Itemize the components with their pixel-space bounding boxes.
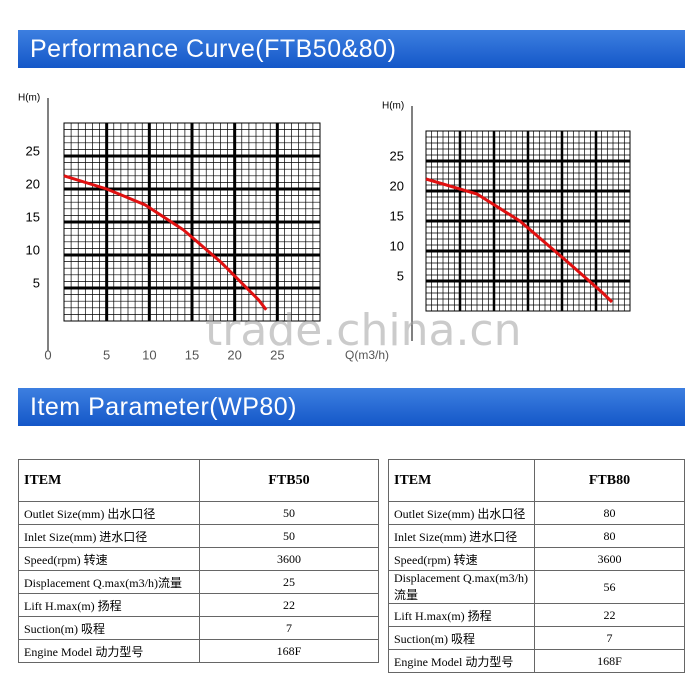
table-cell: 80 [534, 501, 685, 525]
table-cell: 168F [199, 639, 379, 663]
table-cell: Engine Model 动力型号 [18, 639, 200, 663]
table-cell: Outlet Size(mm) 出水口径 [388, 501, 535, 525]
table-cell: 56 [534, 570, 685, 604]
table-row: Engine Model 动力型号 168F [388, 649, 685, 673]
table-cell: 3600 [199, 547, 379, 571]
table-row: Displacement Q.max(m3/h)流量 56 [388, 570, 685, 604]
table-row: Inlet Size(mm) 进水口径 80 [388, 524, 685, 548]
x-tick-label: 10 [142, 347, 156, 362]
charts: H(m) 5 10 15 20 25 0 5 10 15 20 25 Q(m3/h) H(m) 5 10 15 2… [18, 93, 631, 362]
table-cell: Speed(rpm) 转速 [18, 547, 200, 571]
table-cell: 168F [534, 649, 685, 673]
x-tick-label: 0 [44, 347, 51, 362]
y-tick-label: 20 [26, 176, 40, 191]
table-cell: 22 [199, 593, 379, 617]
table-row: Suction(m) 吸程 7 [388, 626, 685, 650]
table-cell: Suction(m) 吸程 [18, 616, 200, 640]
y-tick-label: 5 [33, 275, 40, 290]
x-tick-label: 5 [103, 347, 110, 362]
table-cell: 50 [199, 524, 379, 548]
table-cell: FTB50 [199, 459, 379, 502]
watermark: trade.china.cn [205, 305, 522, 356]
y-tick-label: 10 [390, 238, 404, 253]
table-cell: 80 [534, 524, 685, 548]
table-row: Suction(m) 吸程 7 [18, 616, 379, 640]
table-cell: ITEM [18, 459, 200, 502]
table-cell: Outlet Size(mm) 出水口径 [18, 501, 200, 525]
table-row: Engine Model 动力型号 168F [18, 639, 379, 663]
table-cell: 22 [534, 603, 685, 627]
table-row: Lift H.max(m) 扬程 22 [388, 603, 685, 627]
table-cell: Engine Model 动力型号 [388, 649, 535, 673]
table-cell: FTB80 [534, 459, 685, 502]
y-tick-label: 5 [397, 268, 404, 283]
table-row: ITEM FTB80 [388, 459, 685, 502]
y-tick-label: 20 [390, 178, 404, 193]
x-tick-label: 15 [185, 347, 199, 362]
table-cell: Suction(m) 吸程 [388, 626, 535, 650]
table-cell: Lift H.max(m) 扬程 [18, 593, 200, 617]
y-tick-label: 10 [26, 242, 40, 257]
table-cell: 50 [199, 501, 379, 525]
table-row: Displacement Q.max(m3/h)流量 25 [18, 570, 379, 594]
y-tick-label: 25 [390, 148, 404, 163]
table-cell: 7 [534, 626, 685, 650]
table-cell: Inlet Size(mm) 进水口径 [18, 524, 200, 548]
y-axis-label: H(m) [18, 93, 40, 104]
table-cell: 3600 [534, 547, 685, 571]
y-tick-label: 15 [390, 208, 404, 223]
y-tick-label: 25 [26, 143, 40, 158]
table-cell: Displacement Q.max(m3/h)流量 [18, 570, 200, 594]
table-row: Lift H.max(m) 扬程 22 [18, 593, 379, 617]
param-table: ITEM FTB80 Outlet Size(mm) 出水口径 80 Inlet Siz… [388, 459, 685, 673]
section-banner: Item Parameter(WP80) [18, 388, 685, 426]
table-cell: Lift H.max(m) 扬程 [388, 603, 535, 627]
curve [425, 177, 614, 304]
table-cell: Displacement Q.max(m3/h)流量 [388, 570, 535, 604]
banner: Performance Curve(FTB50&80) [18, 30, 685, 68]
table-row: Outlet Size(mm) 出水口径 80 [388, 501, 685, 525]
param-table: ITEM FTB50 Outlet Size(mm) 出水口径 50 Inlet Siz… [18, 459, 379, 663]
x-tick-label: 20 [227, 347, 241, 362]
table-row: ITEM FTB50 [18, 459, 379, 502]
x-axis-label: Q(m3/h) [345, 348, 389, 362]
table-row: Speed(rpm) 转速 3600 [388, 547, 685, 571]
x-tick-label: 25 [270, 347, 284, 362]
table-row: Inlet Size(mm) 进水口径 50 [18, 524, 379, 548]
table-row: Outlet Size(mm) 出水口径 50 [18, 501, 379, 525]
y-tick-label: 15 [26, 209, 40, 224]
table-cell: Inlet Size(mm) 进水口径 [388, 524, 535, 548]
y-axis-label: H(m) [382, 101, 404, 112]
curve [63, 174, 268, 311]
table-cell: Speed(rpm) 转速 [388, 547, 535, 571]
table-cell: ITEM [388, 459, 535, 502]
table-cell: 25 [199, 570, 379, 594]
table-row: Speed(rpm) 转速 3600 [18, 547, 379, 571]
table-cell: 7 [199, 616, 379, 640]
